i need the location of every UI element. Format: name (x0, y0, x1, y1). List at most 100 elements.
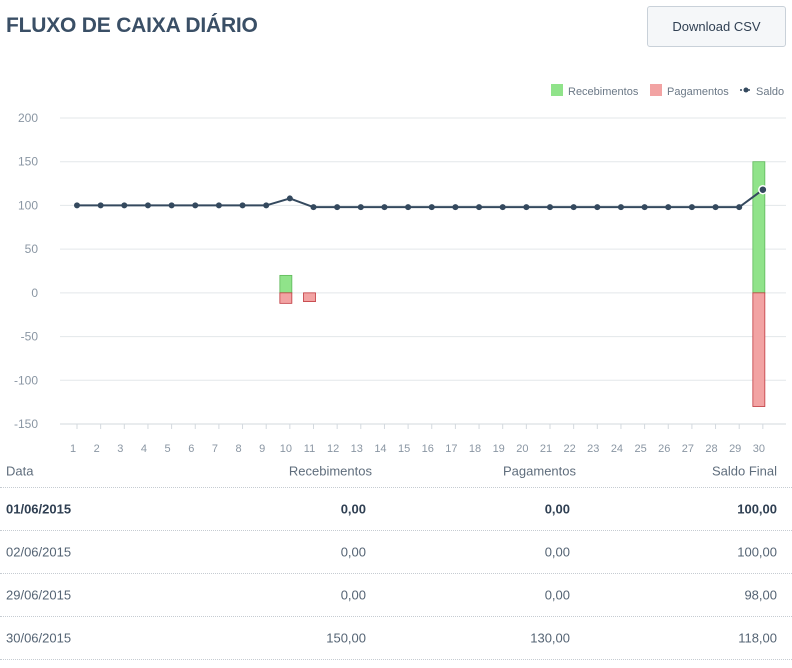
receipts-bar (752, 161, 766, 294)
payments-bar (752, 292, 766, 407)
y-tick-label: -150 (14, 417, 38, 431)
download-csv-button[interactable]: Download CSV (647, 6, 786, 47)
legend-balance-label: Saldo (756, 86, 784, 98)
legend-receipts-swatch (551, 84, 563, 96)
x-tick-label: 8 (235, 443, 241, 455)
x-tick-label: 17 (445, 443, 457, 455)
x-tick-label: 30 (753, 443, 765, 455)
row-payments: 0,00 (544, 544, 570, 560)
balance-point (476, 204, 483, 211)
page-title: FLUXO DE CAIXA DIÁRIO (6, 14, 258, 37)
x-tick-label: 29 (729, 443, 741, 455)
column-header-date: Data (6, 463, 34, 479)
row-payments: 130,00 (530, 630, 570, 646)
row-receipts: 150,00 (326, 630, 366, 646)
x-tick-label: 13 (351, 443, 363, 455)
y-tick-label: 200 (18, 111, 38, 125)
x-tick-label: 12 (327, 443, 339, 455)
x-tick-label: 11 (304, 443, 315, 455)
balance-point (263, 202, 270, 209)
balance-point (310, 204, 317, 211)
x-tick-label: 10 (280, 443, 292, 455)
balance-point (121, 202, 128, 209)
legend-payments-label: Pagamentos (667, 86, 729, 98)
balance-point (570, 204, 577, 211)
x-tick-label: 2 (94, 443, 100, 455)
x-tick-label: 14 (374, 443, 386, 455)
x-tick-label: 5 (165, 443, 171, 455)
balance-point (665, 204, 672, 211)
row-date: 01/06/2015 (6, 501, 72, 517)
row-receipts: 0,00 (340, 544, 366, 560)
x-tick-label: 23 (587, 443, 599, 455)
x-tick-label: 25 (634, 443, 646, 455)
row-receipts: 0,00 (340, 587, 366, 603)
y-tick-label: -50 (21, 330, 39, 344)
balance-point (168, 202, 175, 209)
y-tick-label: 0 (31, 286, 38, 300)
x-tick-label: 20 (516, 443, 528, 455)
row-date: 02/06/2015 (6, 544, 72, 560)
row-receipts: 0,00 (340, 501, 366, 517)
balance-point (428, 204, 435, 211)
table-row: 01/06/2015 0,00 0,00 100,00 (0, 488, 792, 531)
balance-point (594, 204, 601, 211)
balance-point (144, 202, 151, 209)
balance-point (405, 204, 412, 211)
balance-point (357, 204, 364, 211)
y-tick-label: 150 (18, 155, 38, 169)
row-payments: 0,00 (544, 501, 570, 517)
x-tick-label: 7 (212, 443, 218, 455)
row-payments: 0,00 (544, 587, 570, 603)
legend-payments-swatch (650, 84, 662, 96)
x-tick-label: 19 (493, 443, 505, 455)
y-tick-label: 50 (25, 242, 39, 256)
balance-point (452, 204, 459, 211)
x-tick-label: 22 (564, 443, 576, 455)
balance-point (97, 202, 104, 209)
receipts-bar (279, 274, 293, 294)
table-header: Data Recebimentos Pagamentos Saldo Final (0, 455, 792, 488)
x-tick-label: 6 (188, 443, 194, 455)
payments-bar (279, 292, 293, 304)
table-row: 30/06/2015 150,00 130,00 118,00 (0, 617, 792, 660)
row-date: 29/06/2015 (6, 587, 72, 603)
balance-point (641, 204, 648, 211)
column-header-payments: Pagamentos (503, 463, 576, 479)
balance-point (758, 184, 768, 195)
x-tick-label: 3 (117, 443, 123, 455)
balance-point (499, 204, 506, 211)
row-date: 30/06/2015 (6, 630, 72, 646)
legend-balance-marker (743, 87, 749, 93)
cash-flow-table: Data Recebimentos Pagamentos Saldo Final… (0, 455, 792, 660)
payments-bar (303, 292, 316, 303)
x-tick-label: 24 (611, 443, 623, 455)
table-row: 29/06/2015 0,00 0,00 98,00 (0, 574, 792, 617)
y-tick-label: -100 (14, 373, 38, 387)
balance-point (192, 202, 199, 209)
balance-point (334, 204, 341, 211)
column-header-receipts: Recebimentos (288, 463, 372, 479)
balance-point (74, 202, 80, 209)
table-row: 02/06/2015 0,00 0,00 100,00 (0, 531, 792, 574)
x-tick-label: 16 (422, 443, 434, 455)
balance-point (381, 204, 388, 211)
x-tick-label: 1 (70, 443, 76, 455)
row-balance: 98,00 (744, 587, 777, 603)
x-tick-label: 28 (705, 443, 717, 455)
column-header-balance: Saldo Final (711, 463, 777, 479)
x-tick-label: 26 (658, 443, 670, 455)
balance-point (286, 195, 293, 202)
legend-receipts-label: Recebimentos (568, 86, 639, 98)
x-tick-label: 27 (682, 443, 694, 455)
balance-point (239, 202, 246, 209)
balance-point (617, 204, 624, 211)
balance-point (688, 204, 695, 211)
balance-point (215, 202, 222, 209)
row-balance: 100,00 (737, 501, 777, 517)
row-balance: 100,00 (737, 544, 777, 560)
balance-point (736, 204, 743, 211)
balance-point (523, 204, 530, 211)
x-tick-label: 21 (540, 443, 552, 455)
